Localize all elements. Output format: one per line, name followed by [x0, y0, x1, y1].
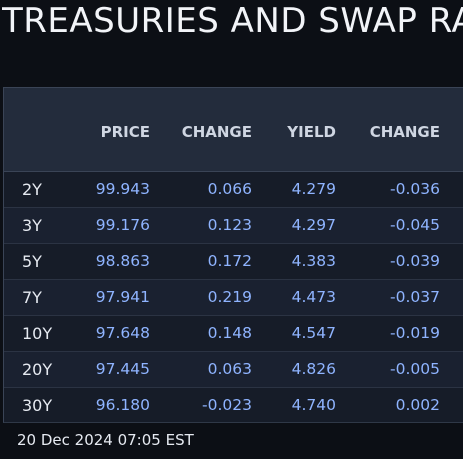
tenor-cell: 30Y — [22, 396, 53, 415]
yield-change-cell: -0.039 — [390, 252, 440, 270]
yield-cell: 4.383 — [291, 252, 336, 270]
yield-cell: 4.740 — [291, 396, 336, 414]
yield-cell: 4.826 — [291, 360, 336, 378]
treasury-swap-table: PRICE CHANGE YIELD CHANGE 2Y 99.943 0.06… — [3, 87, 463, 423]
price-cell: 97.648 — [95, 324, 150, 342]
price-change-cell: 0.172 — [207, 252, 252, 270]
price-cell: 98.863 — [95, 252, 150, 270]
price-change-cell: -0.023 — [202, 396, 252, 414]
yield-cell: 4.279 — [291, 180, 336, 198]
tenor-cell: 5Y — [22, 252, 42, 271]
table-header-row: PRICE CHANGE YIELD CHANGE — [4, 88, 463, 172]
price-change-cell: 0.148 — [207, 324, 252, 342]
table-row: 2Y 99.943 0.066 4.279 -0.036 — [4, 172, 463, 208]
tenor-cell: 2Y — [22, 180, 42, 199]
table-row: 30Y 96.180 -0.023 4.740 0.002 — [4, 388, 463, 422]
tenor-cell: 10Y — [22, 324, 53, 343]
yield-change-cell: -0.045 — [390, 216, 440, 234]
price-change-cell: 0.066 — [207, 180, 252, 198]
header-price: PRICE — [100, 123, 150, 141]
price-cell: 97.941 — [95, 288, 150, 306]
price-change-cell: 0.063 — [207, 360, 252, 378]
yield-change-cell: 0.002 — [395, 396, 440, 414]
price-cell: 97.445 — [95, 360, 150, 378]
tenor-cell: 20Y — [22, 360, 53, 379]
page-title: TREASURIES AND SWAP RATES — [2, 1, 463, 41]
table-row: 3Y 99.176 0.123 4.297 -0.045 — [4, 208, 463, 244]
header-yield: YIELD — [287, 123, 336, 141]
yield-cell: 4.547 — [291, 324, 336, 342]
price-cell: 99.176 — [95, 216, 150, 234]
table-row: 7Y 97.941 0.219 4.473 -0.037 — [4, 280, 463, 316]
price-cell: 99.943 — [95, 180, 150, 198]
tenor-cell: 7Y — [22, 288, 42, 307]
price-change-cell: 0.123 — [207, 216, 252, 234]
table-row: 20Y 97.445 0.063 4.826 -0.005 — [4, 352, 463, 388]
table-row: 10Y 97.648 0.148 4.547 -0.019 — [4, 316, 463, 352]
yield-change-cell: -0.036 — [390, 180, 440, 198]
tenor-cell: 3Y — [22, 216, 42, 235]
yield-cell: 4.297 — [291, 216, 336, 234]
table-row: 5Y 98.863 0.172 4.383 -0.039 — [4, 244, 463, 280]
header-price-change: CHANGE — [181, 123, 252, 141]
timestamp: 20 Dec 2024 07:05 EST — [17, 431, 194, 449]
price-cell: 96.180 — [95, 396, 150, 414]
yield-change-cell: -0.005 — [390, 360, 440, 378]
header-yield-change: CHANGE — [369, 123, 440, 141]
yield-change-cell: -0.019 — [390, 324, 440, 342]
yield-cell: 4.473 — [291, 288, 336, 306]
yield-change-cell: -0.037 — [390, 288, 440, 306]
price-change-cell: 0.219 — [207, 288, 252, 306]
